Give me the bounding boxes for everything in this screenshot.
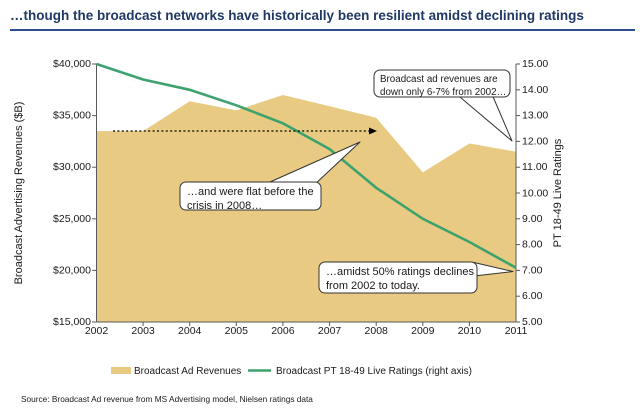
svg-text:Broadcast ad revenues are: Broadcast ad revenues are — [380, 74, 498, 85]
svg-text:7.00: 7.00 — [522, 264, 543, 276]
svg-text:2005: 2005 — [225, 325, 249, 337]
svg-text:Broadcast PT 18-49 Live Rating: Broadcast PT 18-49 Live Ratings (right a… — [276, 366, 472, 377]
svg-text:PT 18-49 Live Ratings: PT 18-49 Live Ratings — [552, 138, 564, 247]
svg-text:Broadcast Ad Revenues: Broadcast Ad Revenues — [134, 366, 241, 377]
svg-text:9.00: 9.00 — [522, 213, 543, 225]
svg-text:10.00: 10.00 — [522, 188, 548, 200]
svg-text:15.00: 15.00 — [522, 58, 548, 70]
svg-text:2006: 2006 — [271, 325, 295, 337]
svg-text:$30,000: $30,000 — [53, 161, 91, 173]
svg-text:Source: Broadcast Ad revenue f: Source: Broadcast Ad revenue from MS Adv… — [21, 394, 313, 404]
svg-text:$40,000: $40,000 — [53, 58, 91, 70]
svg-text:8.00: 8.00 — [522, 239, 543, 251]
svg-text:2007: 2007 — [318, 325, 342, 337]
svg-text:$25,000: $25,000 — [53, 213, 91, 225]
svg-text:2002: 2002 — [85, 325, 109, 337]
svg-text:2008: 2008 — [365, 325, 389, 337]
svg-text:…and were flat before the: …and were flat before the — [187, 186, 314, 198]
svg-text:2011: 2011 — [505, 325, 528, 337]
svg-text:13.00: 13.00 — [522, 110, 548, 122]
svg-text:2009: 2009 — [411, 325, 435, 337]
svg-text:11.00: 11.00 — [522, 161, 548, 173]
svg-text:2003: 2003 — [131, 325, 155, 337]
svg-text:crisis in 2008…: crisis in 2008… — [187, 200, 262, 212]
svg-text:Broadcast Advertising Revenues: Broadcast Advertising Revenues ($B) — [13, 102, 25, 285]
svg-text:$35,000: $35,000 — [53, 110, 91, 122]
svg-text:$20,000: $20,000 — [53, 264, 91, 276]
svg-text:2004: 2004 — [178, 325, 202, 337]
svg-text:down only 6-7% from 2002…: down only 6-7% from 2002… — [380, 87, 506, 98]
svg-text:from 2002 to today.: from 2002 to today. — [326, 280, 420, 292]
svg-text:2010: 2010 — [458, 325, 482, 337]
svg-text:14.00: 14.00 — [522, 84, 548, 96]
svg-text:6.00: 6.00 — [522, 290, 543, 302]
svg-text:12.00: 12.00 — [522, 135, 548, 147]
svg-text:…amidst 50% ratings declines: …amidst 50% ratings declines — [326, 266, 474, 278]
